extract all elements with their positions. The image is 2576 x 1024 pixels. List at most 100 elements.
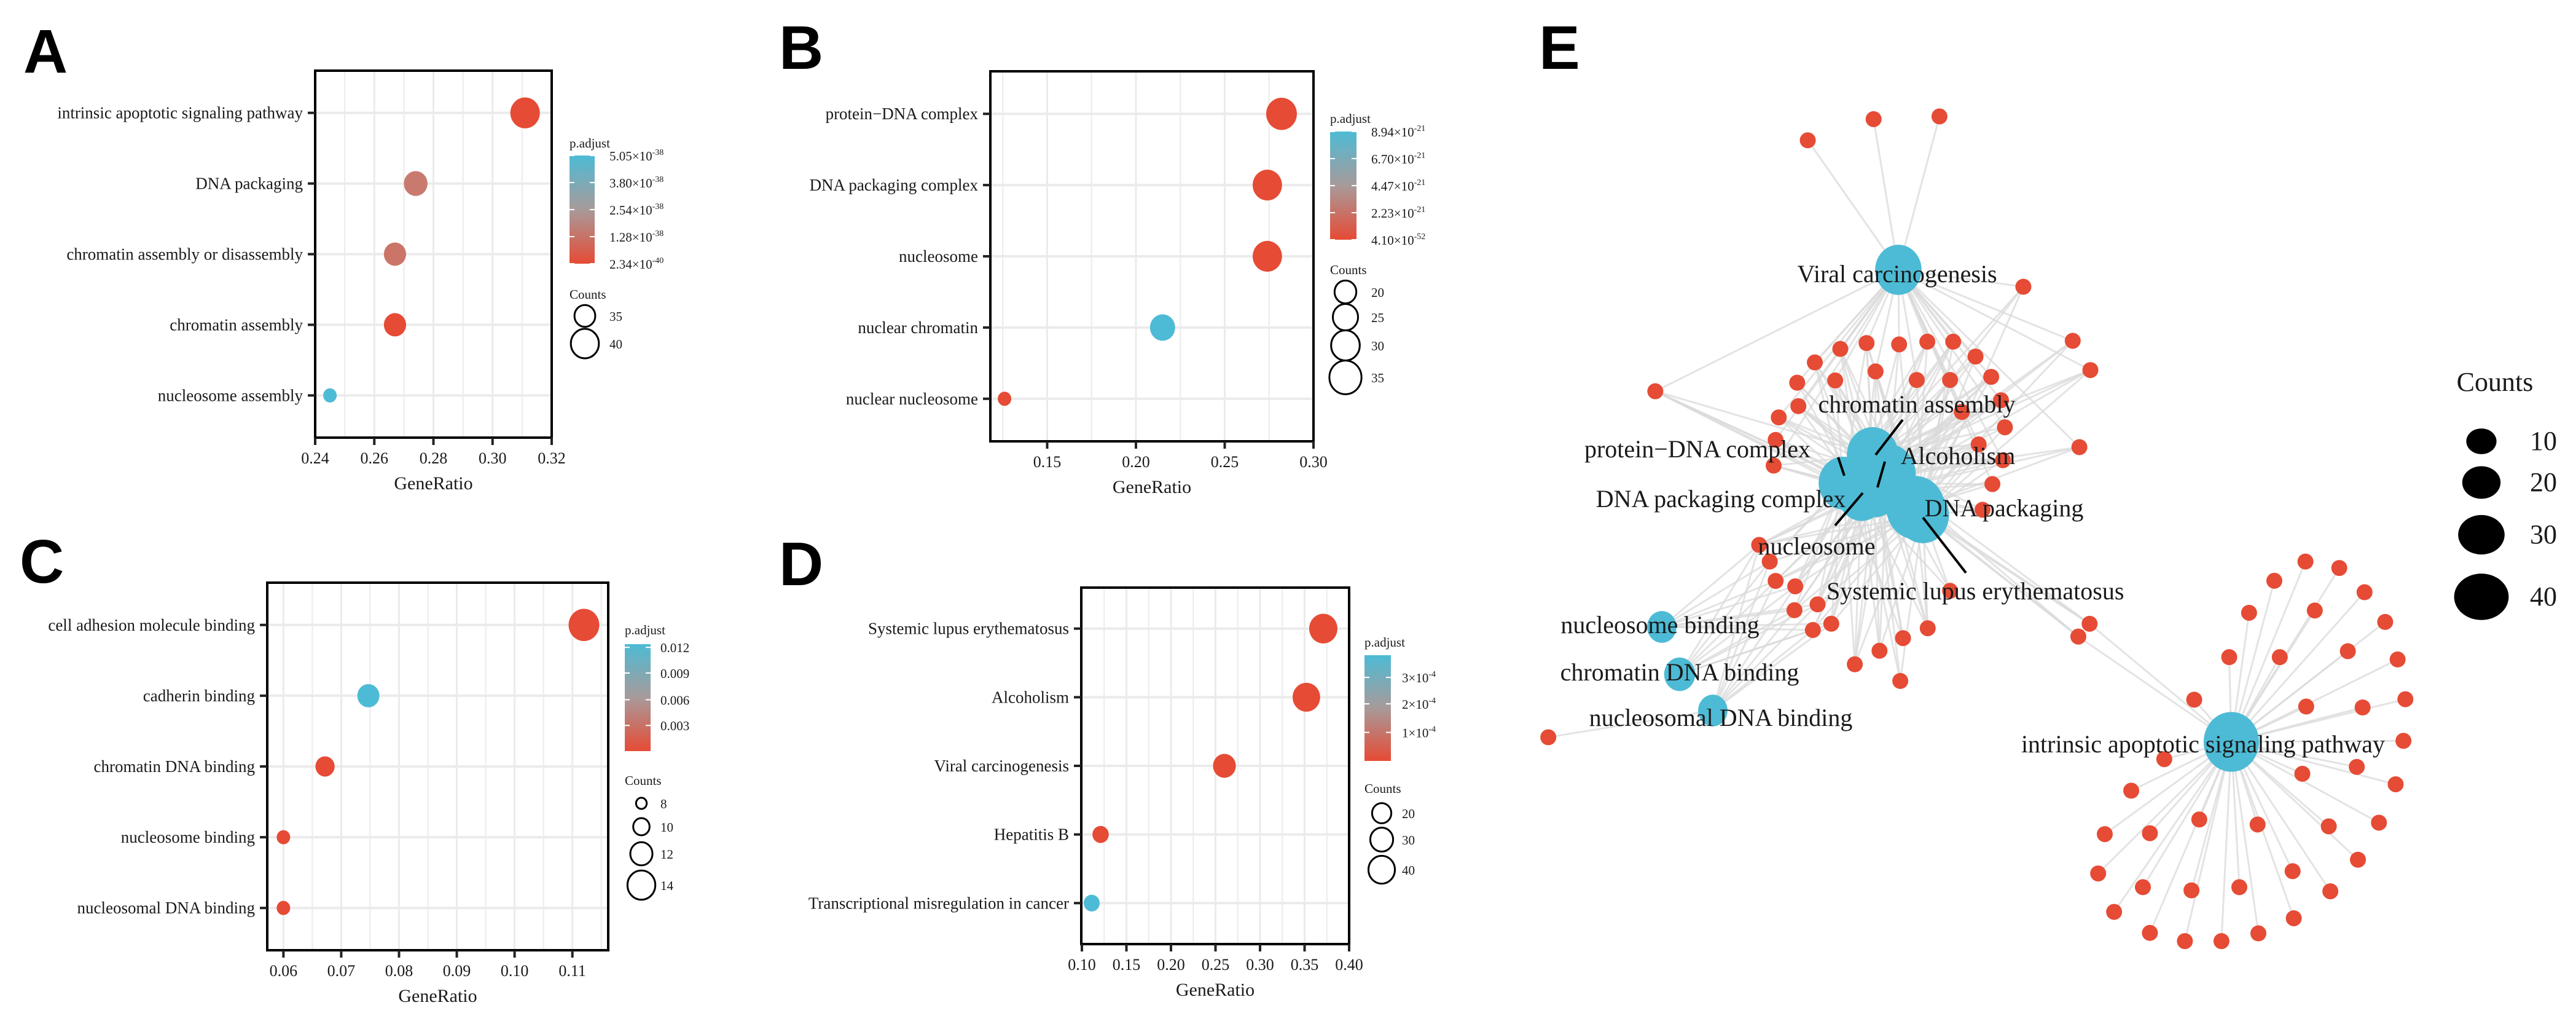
data-point[interactable] (1149, 314, 1175, 341)
gene-node[interactable] (1768, 573, 1784, 589)
gene-node[interactable] (2081, 615, 2098, 632)
gene-node[interactable] (2090, 865, 2107, 882)
gene-node[interactable] (2387, 776, 2404, 792)
gene-node[interactable] (1967, 349, 1984, 365)
gene-node[interactable] (1942, 372, 1959, 388)
data-point[interactable] (383, 313, 407, 337)
data-point[interactable] (323, 388, 337, 403)
gene-node[interactable] (1787, 578, 1804, 594)
gene-node[interactable] (1789, 374, 1806, 391)
gene-node[interactable] (1942, 583, 1959, 599)
gene-node[interactable] (1858, 335, 1875, 352)
gene-node[interactable] (1751, 537, 1768, 553)
gene-node[interactable] (2064, 333, 2081, 349)
gene-node[interactable] (2339, 643, 2356, 660)
gene-node[interactable] (2266, 572, 2282, 589)
gene-node[interactable] (2294, 765, 2311, 782)
gene-node[interactable] (2354, 699, 2371, 715)
gene-node[interactable] (2241, 604, 2257, 621)
gene-node[interactable] (1865, 111, 1882, 127)
data-point[interactable] (1092, 825, 1109, 843)
gene-node[interactable] (1790, 398, 1807, 414)
term-node[interactable] (1698, 695, 1728, 727)
data-point[interactable] (1292, 682, 1320, 712)
gene-node[interactable] (2397, 691, 2414, 707)
data-point[interactable] (1083, 894, 1100, 912)
gene-node[interactable] (2297, 553, 2314, 570)
gene-node[interactable] (2106, 904, 2123, 920)
data-point[interactable] (1213, 754, 1236, 778)
gene-node[interactable] (2285, 910, 2302, 926)
gene-node[interactable] (1993, 392, 2010, 409)
gene-node[interactable] (2331, 560, 2347, 577)
data-point[interactable] (276, 900, 291, 915)
gene-node[interactable] (1871, 642, 1888, 659)
gene-node[interactable] (1847, 656, 1863, 672)
data-point[interactable] (315, 756, 335, 777)
data-point[interactable] (510, 97, 540, 128)
gene-node[interactable] (1954, 404, 1970, 420)
gene-node[interactable] (2320, 818, 2337, 835)
gene-node[interactable] (2142, 924, 2158, 941)
gene-node[interactable] (2231, 879, 2247, 896)
gene-node[interactable] (1908, 372, 1925, 388)
gene-node[interactable] (2271, 649, 2288, 666)
gene-node[interactable] (1895, 630, 1911, 647)
gene-node[interactable] (2221, 649, 2237, 666)
gene-node[interactable] (2191, 811, 2207, 828)
gene-node[interactable] (1891, 336, 1908, 353)
gene-node[interactable] (1997, 419, 2013, 436)
gene-node[interactable] (2356, 584, 2373, 601)
gene-node[interactable] (1983, 369, 2000, 385)
term-node[interactable] (1647, 611, 1677, 643)
gene-node[interactable] (1540, 729, 1557, 746)
gene-node[interactable] (1771, 409, 1787, 426)
gene-node[interactable] (1799, 132, 1816, 149)
term-node[interactable] (1886, 476, 1945, 540)
gene-node[interactable] (1827, 372, 1844, 388)
gene-node[interactable] (1975, 502, 1991, 518)
gene-node[interactable] (2250, 925, 2267, 942)
gene-node[interactable] (1919, 333, 1936, 350)
gene-node[interactable] (2249, 816, 2266, 833)
gene-node[interactable] (1919, 620, 1936, 637)
data-point[interactable] (1252, 170, 1282, 201)
gene-node[interactable] (2135, 879, 2151, 896)
gene-node[interactable] (2096, 826, 2113, 843)
gene-node[interactable] (1647, 383, 1664, 400)
gene-node[interactable] (2322, 883, 2339, 900)
term-node[interactable] (2203, 712, 2260, 772)
gene-node[interactable] (2350, 851, 2367, 868)
data-point[interactable] (276, 830, 291, 845)
gene-node[interactable] (1984, 476, 2001, 492)
gene-node[interactable] (1807, 354, 1823, 371)
gene-node[interactable] (2070, 628, 2086, 645)
gene-node[interactable] (1809, 596, 1826, 613)
gene-node[interactable] (2371, 814, 2387, 831)
gene-node[interactable] (2395, 733, 2412, 749)
gene-node[interactable] (1761, 553, 1778, 570)
data-point[interactable] (568, 608, 600, 642)
gene-node[interactable] (1832, 341, 1849, 357)
gene-node[interactable] (1867, 363, 1884, 380)
term-node[interactable] (1875, 245, 1922, 295)
gene-node[interactable] (2123, 782, 2140, 799)
gene-node[interactable] (2186, 691, 2202, 708)
gene-node[interactable] (2298, 698, 2314, 715)
data-point[interactable] (383, 242, 407, 266)
gene-node[interactable] (1786, 602, 1803, 618)
gene-node[interactable] (2389, 651, 2406, 668)
gene-node[interactable] (1804, 622, 1821, 639)
gene-node[interactable] (1768, 431, 1784, 448)
gene-node[interactable] (2377, 613, 2394, 630)
gene-node[interactable] (1892, 672, 1909, 689)
data-point[interactable] (404, 171, 428, 196)
gene-node[interactable] (2015, 278, 2032, 295)
data-point[interactable] (1266, 97, 1297, 130)
gene-node[interactable] (2213, 933, 2230, 950)
gene-node[interactable] (2082, 362, 2099, 379)
gene-node[interactable] (1970, 436, 1987, 453)
gene-node[interactable] (2183, 882, 2200, 899)
gene-node[interactable] (1766, 457, 1782, 474)
gene-node[interactable] (2156, 751, 2172, 768)
